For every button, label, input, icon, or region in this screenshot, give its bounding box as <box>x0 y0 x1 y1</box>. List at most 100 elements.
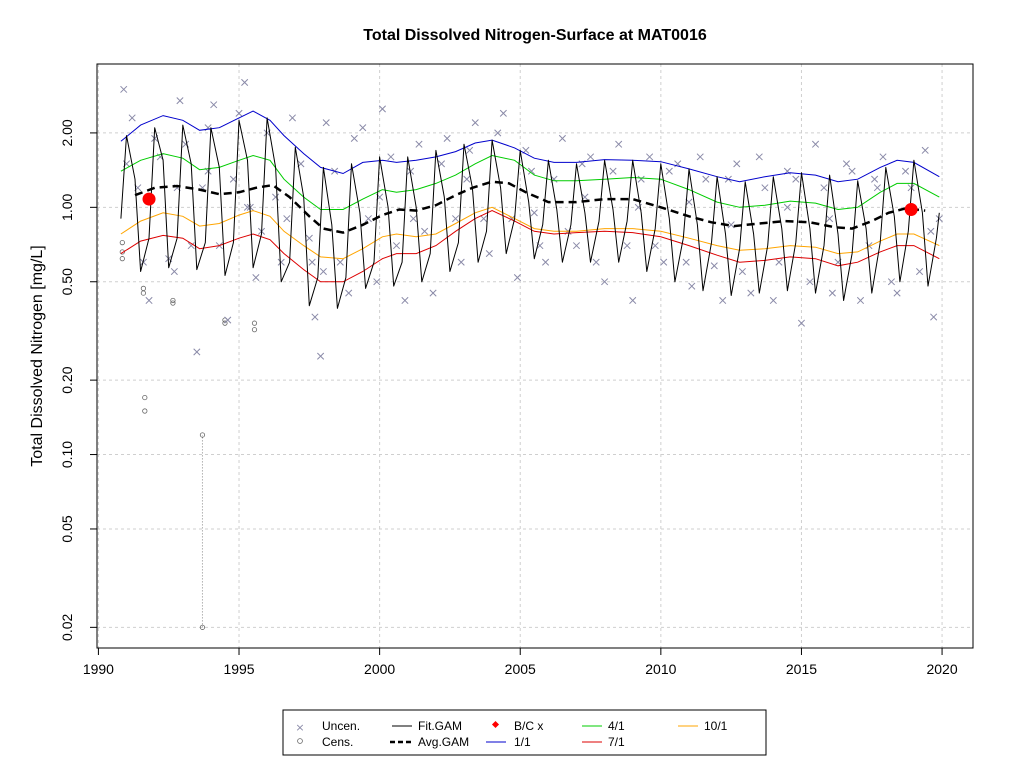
x-tick-label: 2010 <box>645 661 676 677</box>
uncensored-point-stroke <box>182 140 190 148</box>
uncensored-point-stroke <box>685 198 693 206</box>
uncensored-point-stroke <box>747 289 755 297</box>
uncensored-point <box>873 184 881 192</box>
uncensored-point <box>471 119 479 127</box>
legend-label-cens: Cens. <box>322 735 353 749</box>
uncensored-point-stroke <box>485 250 493 258</box>
uncensored-point-stroke <box>499 109 507 117</box>
uncensored-point <box>792 175 800 183</box>
uncensored-point <box>277 258 285 266</box>
uncensored-point-stroke <box>916 267 924 276</box>
x-tick-label: 2020 <box>926 661 957 677</box>
uncensored-point <box>308 258 316 266</box>
uncensored-point <box>806 278 814 286</box>
uncensored-point-stroke <box>856 296 865 305</box>
x-axis: 1990 1995 2000 2005 2010 2015 2020 <box>83 647 958 677</box>
censored-point <box>251 320 258 326</box>
censored-point <box>119 249 125 255</box>
uncensored-point <box>907 184 915 192</box>
uncensored-point-stroke <box>210 101 218 109</box>
uncensored-point-stroke <box>387 153 395 161</box>
uncensored-point-stroke <box>283 215 291 223</box>
uncensored-point-stroke <box>311 313 319 321</box>
uncensored-point <box>170 267 178 276</box>
uncensored-point-stroke <box>879 153 887 161</box>
uncensored-point-stroke <box>558 134 566 142</box>
uncensored-point <box>747 289 755 297</box>
uncensored-point <box>336 258 344 266</box>
uncensored-point <box>494 129 502 137</box>
uncensored-point-stroke <box>378 105 386 113</box>
uncensored-point-stroke <box>688 282 696 290</box>
uncensored-point <box>733 160 741 168</box>
y-tick-label: 0.10 <box>59 441 75 468</box>
uncensored-point-stroke <box>806 278 814 286</box>
uncensored-point-stroke <box>145 296 153 305</box>
legend-entry-avggam: Avg.GAM <box>390 735 469 749</box>
uncensored-point <box>350 134 358 142</box>
uncensored-point-stroke <box>592 258 600 266</box>
censored-point <box>119 240 125 246</box>
censored-point <box>142 408 148 414</box>
uncensored-point <box>916 267 924 276</box>
censored-point <box>170 300 176 306</box>
uncensored-point <box>235 109 243 117</box>
uncensored-point-stroke <box>901 167 910 175</box>
legend-label-7-1: 7/1 <box>608 735 625 749</box>
uncensored-point-stroke <box>429 289 437 297</box>
uncensored-point <box>392 242 401 250</box>
uncensored-point-stroke <box>873 184 881 192</box>
bc-point <box>904 203 918 217</box>
censored-point <box>251 327 258 333</box>
uncensored-point <box>530 209 538 217</box>
uncensored-point-stroke <box>415 140 423 148</box>
uncensored-point <box>871 175 879 183</box>
uncensored-point <box>429 289 437 297</box>
y-axis-title: Total Dissolved Nitrogen [mg/L] <box>29 245 46 466</box>
uncensored-point-stroke <box>480 215 488 223</box>
uncensored-point-stroke <box>350 134 358 142</box>
uncensored-point <box>727 221 735 229</box>
series-line-10-1 <box>120 206 940 260</box>
uncensored-point <box>319 267 327 276</box>
x-tick-label: 2000 <box>364 661 395 677</box>
uncensored-point-stroke <box>527 167 536 175</box>
uncensored-point-stroke <box>665 167 673 175</box>
uncensored-point <box>811 140 820 148</box>
uncensored-point-stroke <box>463 175 471 183</box>
uncensored-point <box>930 313 938 321</box>
legend-label-fitgam: Fit.GAM <box>418 719 462 733</box>
uncensored-point-stroke <box>842 160 851 168</box>
uncensored-point <box>322 119 330 127</box>
uncensored-point-stroke <box>651 242 659 250</box>
uncensored-point-stroke <box>769 296 777 305</box>
y-tick-label: 2.00 <box>59 119 75 146</box>
uncensored-point-stroke <box>783 203 791 211</box>
uncensored-point-stroke <box>345 289 353 297</box>
uncensored-point <box>541 258 550 266</box>
uncensored-point-stroke <box>871 175 879 183</box>
uncensored-point <box>769 296 777 305</box>
uncensored-point-stroke <box>601 278 609 286</box>
censored-point <box>199 624 206 630</box>
uncensored-point-stroke <box>634 203 642 211</box>
uncensored-point <box>848 167 856 175</box>
y-tick-label: 0.05 <box>59 515 75 542</box>
series-lines <box>120 110 940 309</box>
uncensored-point <box>842 160 851 168</box>
uncensored-point <box>826 215 834 223</box>
uncensored-point <box>719 296 727 305</box>
uncensored-point <box>452 215 460 223</box>
uncensored-point <box>586 153 595 161</box>
uncensored-point-stroke <box>710 262 718 270</box>
uncensored-point <box>401 296 409 305</box>
y-tick-label: 0.02 <box>59 614 75 641</box>
uncensored-point <box>755 153 763 161</box>
uncensored-point-stroke <box>401 296 409 305</box>
uncensored-point <box>856 296 865 305</box>
uncensored-point <box>187 242 195 250</box>
x-tick-label: 2015 <box>786 661 817 677</box>
uncensored-point-stroke <box>229 175 237 183</box>
uncensored-point-stroke <box>305 234 313 242</box>
